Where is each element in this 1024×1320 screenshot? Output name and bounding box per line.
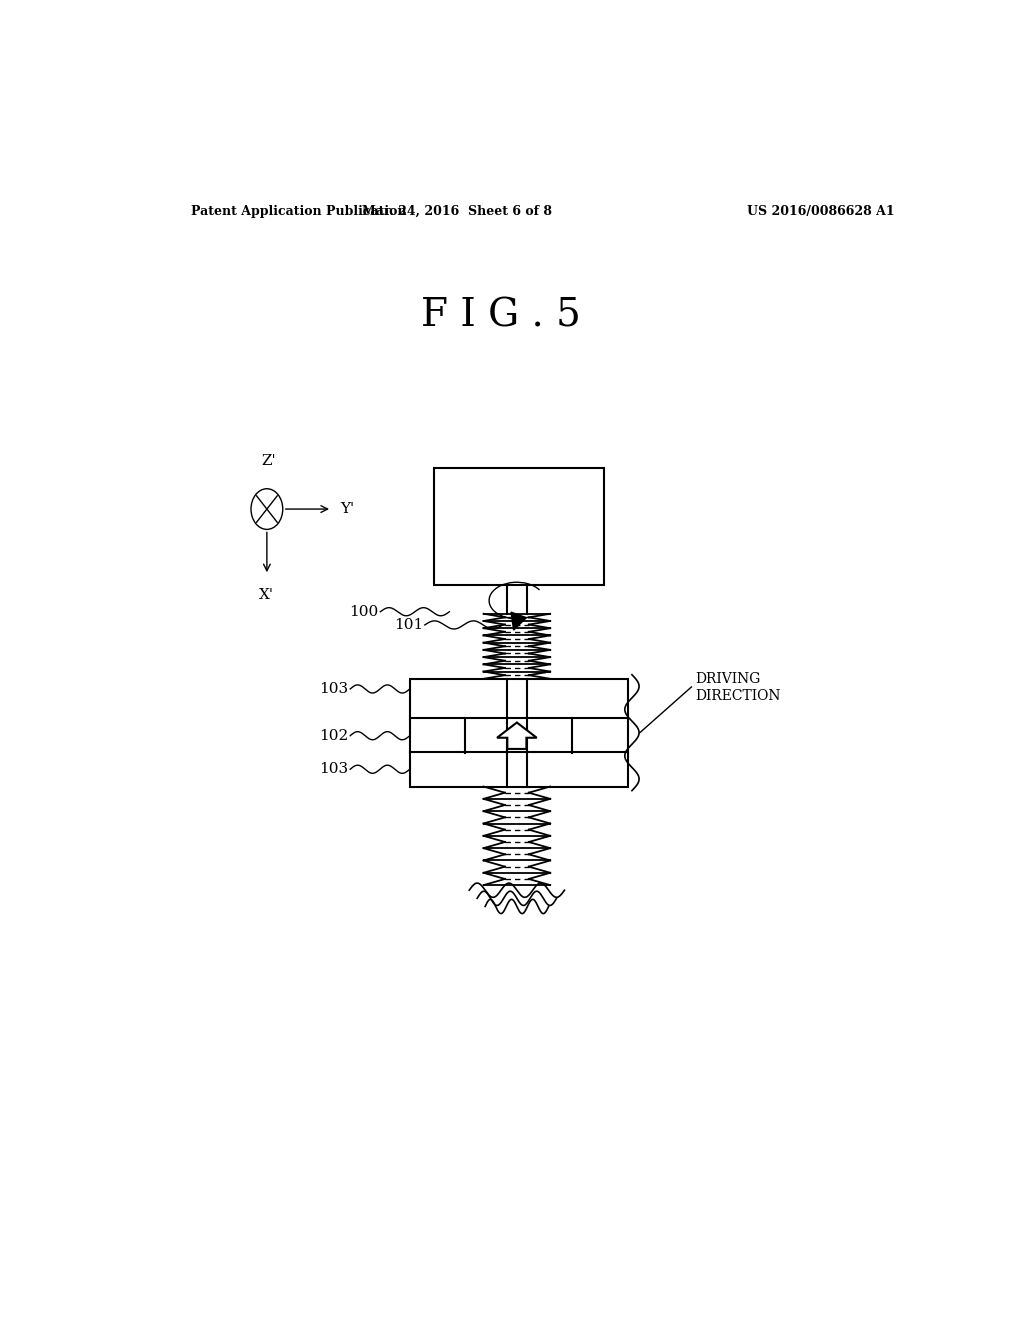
- Bar: [410, 678, 628, 719]
- Text: Z': Z': [261, 454, 275, 469]
- Bar: [410, 718, 628, 752]
- Text: 103: 103: [319, 682, 348, 696]
- Bar: [482, 787, 552, 886]
- Bar: [410, 752, 628, 787]
- Text: X': X': [259, 589, 274, 602]
- Bar: [482, 614, 552, 678]
- Text: Patent Application Publication: Patent Application Publication: [191, 205, 407, 218]
- Text: Y': Y': [340, 502, 354, 516]
- Text: F I G . 5: F I G . 5: [421, 297, 581, 334]
- Polygon shape: [497, 722, 537, 748]
- Polygon shape: [511, 612, 526, 630]
- Text: DRIVING: DRIVING: [695, 672, 761, 686]
- Bar: [433, 469, 604, 585]
- Text: Mar. 24, 2016  Sheet 6 of 8: Mar. 24, 2016 Sheet 6 of 8: [362, 205, 552, 218]
- Text: 100: 100: [349, 605, 379, 619]
- Text: US 2016/0086628 A1: US 2016/0086628 A1: [748, 205, 895, 218]
- Text: DIRECTION: DIRECTION: [695, 689, 781, 704]
- Text: 103: 103: [319, 762, 348, 776]
- Text: 101: 101: [394, 618, 423, 632]
- Text: 102: 102: [319, 729, 348, 743]
